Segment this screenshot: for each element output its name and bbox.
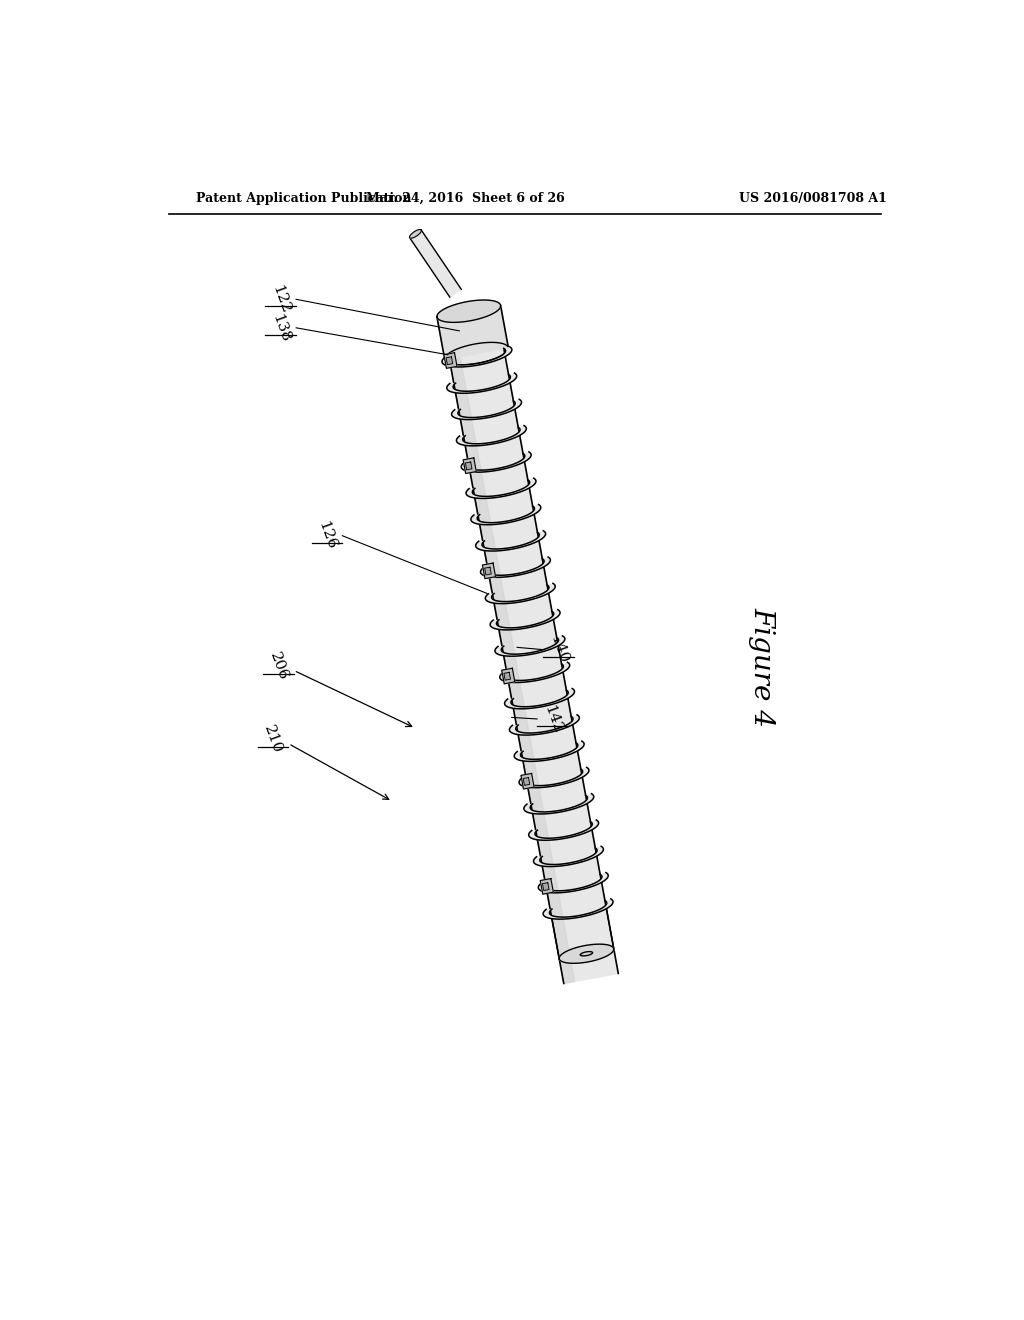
Polygon shape (452, 400, 521, 420)
Text: 126: 126 (315, 520, 339, 552)
Polygon shape (476, 531, 546, 550)
Polygon shape (490, 610, 560, 630)
Polygon shape (446, 374, 517, 393)
Text: 138: 138 (269, 312, 292, 343)
Polygon shape (450, 348, 618, 983)
Polygon shape (524, 793, 594, 814)
Polygon shape (559, 944, 613, 964)
Polygon shape (505, 689, 574, 709)
Polygon shape (450, 356, 574, 983)
Polygon shape (446, 356, 453, 364)
Polygon shape (528, 820, 599, 841)
Polygon shape (500, 663, 569, 682)
Polygon shape (485, 583, 555, 603)
Polygon shape (543, 883, 549, 891)
Text: US 2016/0081708 A1: US 2016/0081708 A1 (739, 191, 887, 205)
Text: Figure 4: Figure 4 (749, 607, 775, 726)
Polygon shape (509, 715, 580, 735)
Text: Patent Application Publication: Patent Application Publication (196, 191, 412, 205)
Polygon shape (457, 425, 526, 446)
Polygon shape (543, 899, 613, 919)
Polygon shape (514, 741, 584, 762)
Polygon shape (480, 557, 551, 577)
Polygon shape (463, 458, 476, 474)
Polygon shape (461, 451, 531, 473)
Polygon shape (502, 668, 515, 684)
Polygon shape (410, 230, 461, 297)
Text: 122: 122 (269, 284, 292, 315)
Polygon shape (410, 230, 421, 238)
Polygon shape (437, 305, 508, 359)
Polygon shape (471, 504, 541, 525)
Polygon shape (541, 879, 553, 894)
Polygon shape (466, 478, 536, 499)
Polygon shape (521, 774, 535, 789)
Text: 142: 142 (541, 702, 564, 735)
Polygon shape (437, 300, 501, 322)
Polygon shape (539, 873, 608, 892)
Text: Mar. 24, 2016  Sheet 6 of 26: Mar. 24, 2016 Sheet 6 of 26 (367, 191, 565, 205)
Polygon shape (444, 352, 457, 368)
Text: 210: 210 (261, 723, 285, 756)
Polygon shape (465, 462, 472, 470)
Polygon shape (523, 777, 529, 785)
Polygon shape (442, 347, 512, 367)
Polygon shape (495, 636, 565, 656)
Polygon shape (504, 672, 511, 680)
Polygon shape (534, 846, 603, 866)
Text: 140: 140 (547, 634, 570, 665)
Polygon shape (484, 568, 492, 576)
Text: 206: 206 (267, 651, 290, 682)
Polygon shape (482, 564, 496, 578)
Polygon shape (519, 767, 589, 788)
